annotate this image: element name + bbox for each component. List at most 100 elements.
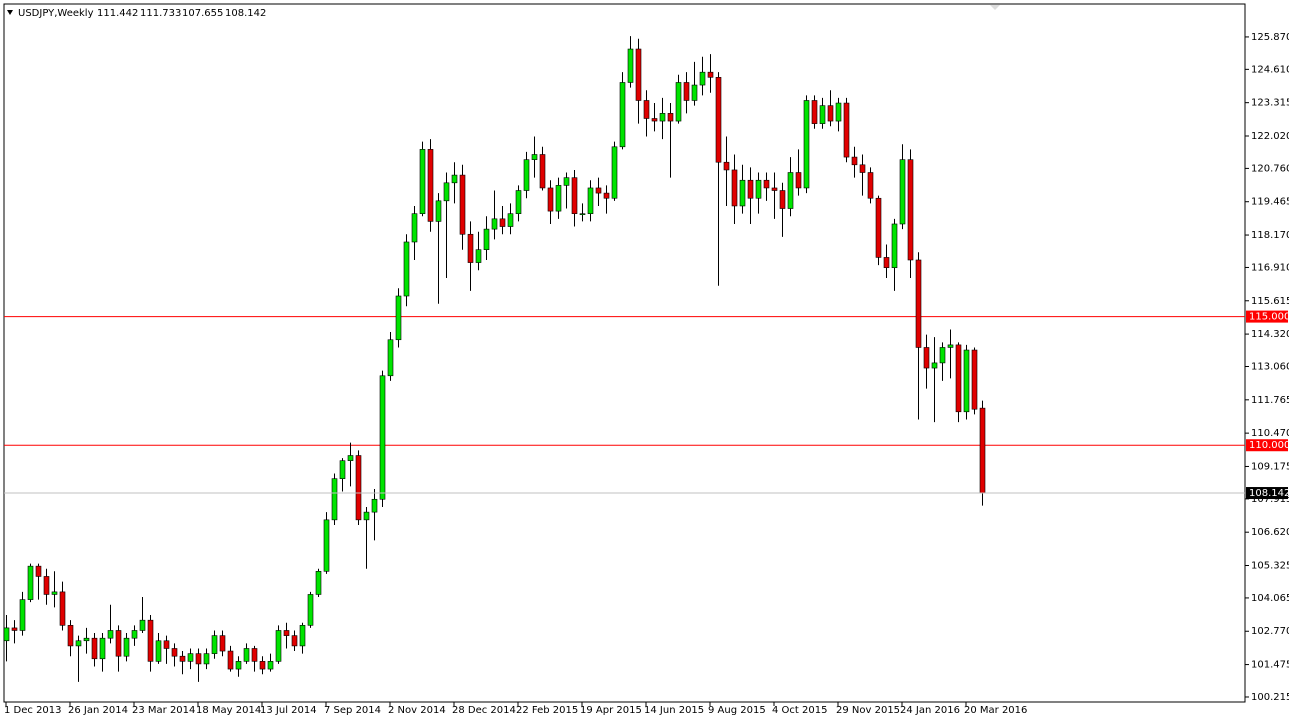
candle-body xyxy=(27,565,34,600)
candle-body xyxy=(915,259,922,348)
candle-body xyxy=(211,635,218,654)
candle-body xyxy=(459,174,466,235)
candle-body xyxy=(379,375,386,500)
y-tick-label: 106.620 xyxy=(1251,527,1289,538)
candle-body xyxy=(643,100,650,119)
level-line-label: 110.000 xyxy=(1249,440,1289,451)
candle-body xyxy=(883,257,890,269)
candle-body xyxy=(115,630,122,657)
candle-body xyxy=(395,295,402,341)
candle-body xyxy=(355,455,362,521)
candle-body xyxy=(11,627,18,631)
last-low: 107.655 xyxy=(182,8,223,19)
candle-body xyxy=(587,187,594,214)
candle-body xyxy=(651,118,658,122)
candle-body xyxy=(363,511,370,521)
candle-body xyxy=(435,200,442,222)
candle-body xyxy=(131,630,138,639)
candle-body xyxy=(443,182,450,202)
candle-body xyxy=(715,77,722,163)
candle-body xyxy=(491,218,498,230)
y-tick-label: 100.215 xyxy=(1251,692,1289,703)
candle-body xyxy=(3,627,10,642)
y-tick-label: 109.175 xyxy=(1251,461,1289,472)
candle-body xyxy=(923,347,930,369)
candle-body xyxy=(659,113,666,122)
candle-body xyxy=(899,159,906,225)
candle-body xyxy=(35,565,42,577)
candle-body xyxy=(939,347,946,364)
x-tick-label: 2 Nov 2014 xyxy=(388,705,446,716)
candle-body xyxy=(51,591,58,595)
y-tick-label: 105.325 xyxy=(1251,561,1289,572)
candle-body xyxy=(155,640,162,662)
y-tick-label: 110.470 xyxy=(1251,428,1289,439)
candle-body xyxy=(555,185,562,212)
candle-body xyxy=(811,100,818,124)
candle-body xyxy=(691,84,698,101)
x-tick-label: 18 May 2014 xyxy=(196,705,261,716)
candle-body xyxy=(91,637,98,660)
x-tick-label: 24 Jan 2016 xyxy=(900,705,960,716)
candle-body xyxy=(795,172,802,189)
last-high: 111.733 xyxy=(140,8,181,19)
candle-body xyxy=(739,179,746,207)
candle-body xyxy=(707,71,714,78)
candle-body xyxy=(827,105,834,122)
candle-body xyxy=(267,661,274,670)
candle-body xyxy=(43,576,50,595)
menu-arrow[interactable] xyxy=(7,10,13,15)
candle-body xyxy=(195,653,202,665)
candle-body xyxy=(163,640,170,649)
candle-body xyxy=(515,190,522,214)
candle-body xyxy=(299,625,306,647)
x-tick-label: 14 Jun 2015 xyxy=(644,705,704,716)
candle-body xyxy=(907,159,914,261)
candle-body xyxy=(67,625,74,647)
candle-body xyxy=(203,653,210,665)
candle-body xyxy=(179,655,186,662)
candle-body xyxy=(475,249,482,263)
level-line-label-bg xyxy=(1246,310,1288,323)
candle-body xyxy=(531,154,538,160)
scroll-marker xyxy=(990,5,1000,10)
candle-body xyxy=(603,192,610,199)
candle-body xyxy=(635,48,642,101)
x-tick-label: 29 Nov 2015 xyxy=(836,705,900,716)
y-tick-label: 122.020 xyxy=(1251,131,1289,142)
candle-body xyxy=(859,164,866,173)
candle-body xyxy=(427,149,434,222)
candle-body xyxy=(139,619,146,631)
candle-body xyxy=(539,154,546,189)
candle-body xyxy=(611,146,618,199)
candle-body xyxy=(547,187,554,212)
candle-body xyxy=(819,105,826,124)
y-tick-label: 114.320 xyxy=(1251,329,1289,340)
candle-body xyxy=(147,619,154,662)
candle-body xyxy=(323,519,330,572)
candle-body xyxy=(731,169,738,207)
candle-body xyxy=(387,339,394,377)
candle-body xyxy=(683,82,690,101)
candle-body xyxy=(467,233,474,263)
candle-body xyxy=(779,190,786,209)
candle-body xyxy=(619,82,626,148)
candle-body xyxy=(875,197,882,258)
candle-body xyxy=(963,349,970,413)
y-tick-label: 101.475 xyxy=(1251,660,1289,671)
candle-body xyxy=(699,71,706,86)
candle-body xyxy=(843,102,850,158)
x-tick-label: 19 Apr 2015 xyxy=(580,705,642,716)
candle-body xyxy=(579,213,586,215)
candle-body xyxy=(235,661,242,670)
candle-body xyxy=(763,179,770,189)
candle-body xyxy=(835,102,842,122)
last-price-label: 108.142 xyxy=(1249,488,1289,499)
last-open: 111.442 xyxy=(97,8,138,19)
y-tick-label: 120.760 xyxy=(1251,163,1289,174)
candle-body xyxy=(59,591,66,626)
candle-body xyxy=(627,48,634,83)
x-tick-label: 7 Sep 2014 xyxy=(324,705,381,716)
y-tick-label: 115.615 xyxy=(1251,296,1289,307)
